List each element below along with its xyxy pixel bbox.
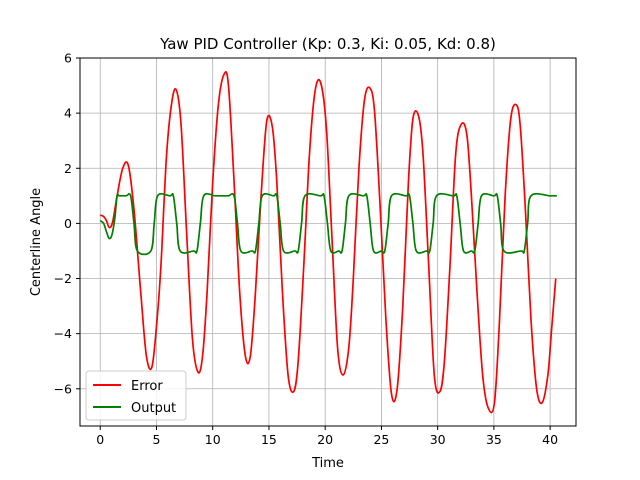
legend-label-output: Output (131, 401, 176, 416)
plot-area: 0 5 10 15 20 25 30 35 40 −6 −4 −2 0 2 4 6 (54, 51, 577, 447)
chart-title: Yaw PID Controller (Kp: 0.3, Ki: 0.05, K… (159, 35, 496, 53)
y-axis-label: Centerline Angle (29, 188, 44, 296)
y-tick-label: −2 (54, 271, 72, 286)
series-lines (99, 71, 557, 414)
axes-frame (79, 57, 577, 427)
legend: Error Output (85, 370, 187, 421)
x-axis-label: Time (311, 456, 344, 471)
x-axis-ticks: 0 5 10 15 20 25 30 35 40 (96, 426, 558, 447)
y-tick-label: 6 (64, 51, 72, 66)
series-line-error (99, 71, 557, 414)
y-axis-ticks: −6 −4 −2 0 2 4 6 (54, 51, 80, 396)
x-tick-label: 30 (430, 432, 446, 447)
x-tick-label: 40 (542, 432, 558, 447)
y-tick-label: 2 (64, 161, 72, 176)
y-tick-label: 4 (64, 106, 72, 121)
x-tick-label: 10 (205, 432, 221, 447)
x-tick-label: 25 (373, 432, 389, 447)
x-tick-label: 0 (96, 432, 104, 447)
x-tick-label: 35 (486, 432, 502, 447)
y-tick-label: −6 (54, 381, 72, 396)
legend-label-error: Error (131, 379, 163, 394)
x-tick-label: 5 (153, 432, 161, 447)
y-tick-label: 0 (64, 216, 72, 231)
y-tick-label: −4 (54, 326, 72, 341)
x-tick-label: 20 (317, 432, 333, 447)
series-line-output (99, 192, 557, 256)
x-tick-label: 15 (261, 432, 277, 447)
